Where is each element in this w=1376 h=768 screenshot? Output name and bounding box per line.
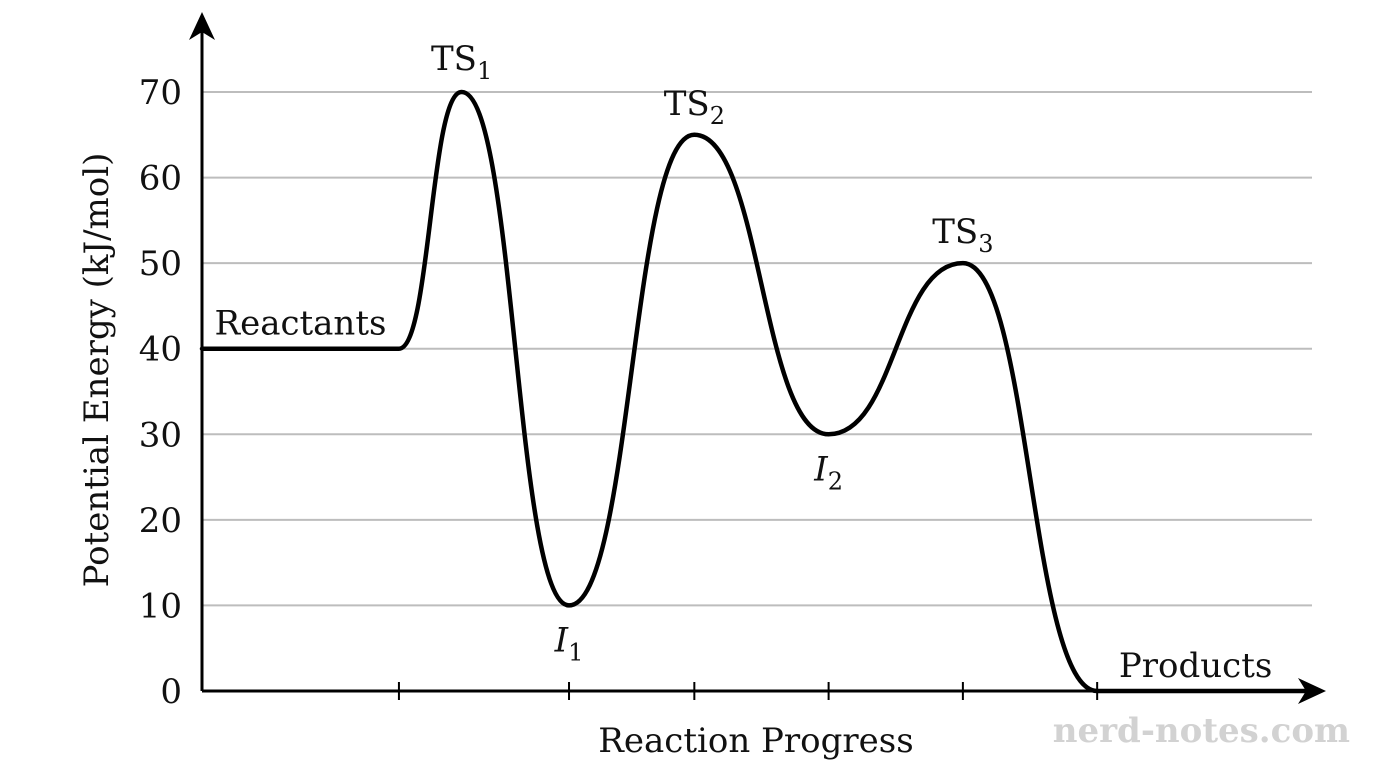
x-axis-title: Reaction Progress bbox=[598, 721, 913, 761]
y-tick-label: 50 bbox=[139, 244, 182, 284]
annotation-text: Reactants bbox=[214, 304, 386, 344]
annotation-subscript: 1 bbox=[568, 638, 583, 666]
y-tick-label: 40 bbox=[139, 330, 182, 370]
annotation-i1: I1 bbox=[554, 620, 584, 666]
annotation-ts2: TS2 bbox=[664, 84, 725, 130]
annotation-products: Products bbox=[1119, 646, 1272, 686]
y-axis-title: Potential Energy (kJ/mol) bbox=[77, 153, 117, 588]
y-axis-arrowhead bbox=[189, 12, 215, 40]
annotation-i2: I2 bbox=[813, 449, 843, 495]
watermark: nerd-notes.com bbox=[1053, 711, 1350, 751]
y-tick-label: 60 bbox=[139, 159, 182, 199]
annotation-text: TS bbox=[932, 212, 978, 252]
annotation-reactants: Reactants bbox=[214, 304, 386, 344]
annotation-text: I bbox=[554, 620, 569, 660]
y-tick-label: 30 bbox=[139, 415, 182, 455]
annotation-text: TS bbox=[664, 84, 710, 124]
energy-curve bbox=[199, 89, 1315, 694]
annotation-text: Products bbox=[1119, 646, 1272, 686]
annotation-subscript: 1 bbox=[477, 57, 492, 85]
annotation-text: I bbox=[813, 449, 828, 489]
y-tick-label: 10 bbox=[139, 586, 182, 626]
annotation-ts3: TS3 bbox=[932, 212, 993, 258]
y-tick-label: 0 bbox=[160, 672, 182, 712]
annotation-subscript: 2 bbox=[710, 102, 725, 130]
annotation-subscript: 2 bbox=[828, 467, 843, 495]
y-tick-label: 70 bbox=[139, 73, 182, 113]
annotation-text: TS bbox=[431, 39, 477, 79]
annotation-subscript: 3 bbox=[978, 230, 993, 258]
annotation-ts1: TS1 bbox=[431, 39, 492, 85]
y-tick-label: 20 bbox=[139, 501, 182, 541]
y-tick-labels: 0 10 20 30 40 50 60 70 bbox=[139, 73, 182, 712]
